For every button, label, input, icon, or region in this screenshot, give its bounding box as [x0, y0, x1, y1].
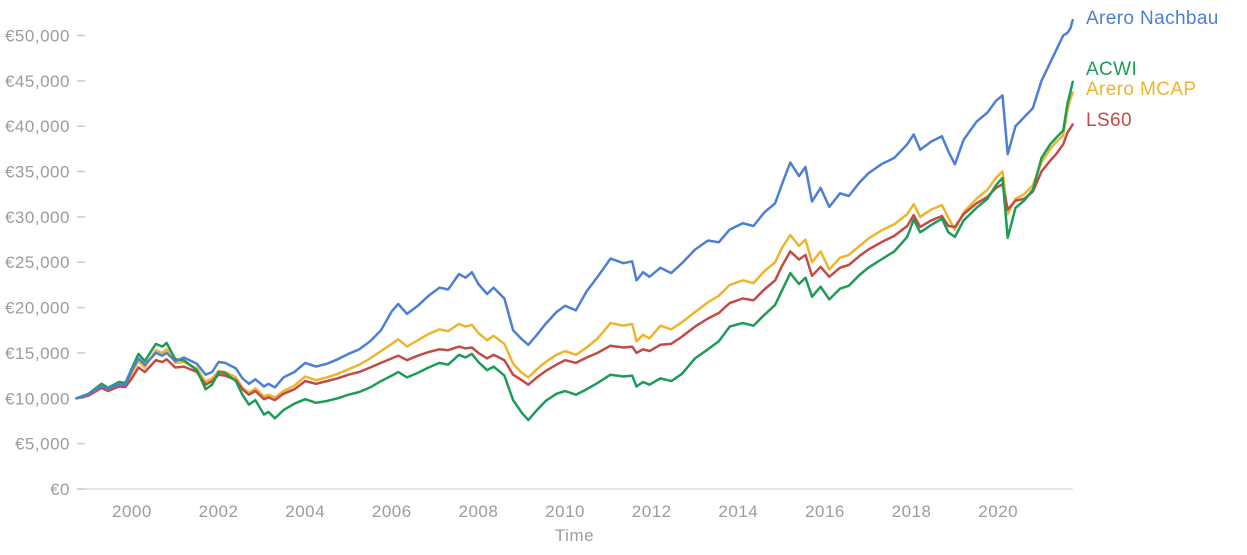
y-axis-tick-label: €45,000 [5, 72, 70, 91]
x-axis-tick-label: 2004 [285, 502, 325, 521]
x-axis-tick-label: 2020 [978, 502, 1018, 521]
x-axis-tick-label: 2006 [372, 502, 412, 521]
x-axis-tick-label: 2000 [112, 502, 152, 521]
legend-label-acwi: ACWI [1086, 59, 1138, 80]
y-axis-tick-label: €5,000 [15, 435, 70, 454]
y-axis-tick-label: €20,000 [5, 299, 70, 318]
legend-label-arero-nachbau: Arero Nachbau [1086, 8, 1219, 29]
y-axis-tick-label: €25,000 [5, 253, 70, 272]
series-line-ls60 [75, 123, 1074, 402]
y-axis-tick-label: €15,000 [5, 344, 70, 363]
y-axis-tick-label: €30,000 [5, 208, 70, 227]
y-axis-tick-label: €10,000 [5, 389, 70, 408]
x-axis-tick-label: 2018 [892, 502, 932, 521]
series-line-arero-nachbau [75, 18, 1074, 400]
y-axis-tick-label: €50,000 [5, 26, 70, 45]
x-axis-tick-label: 2012 [632, 502, 672, 521]
x-axis-tick-label: 2008 [459, 502, 499, 521]
x-axis-tick-label: 2014 [718, 502, 758, 521]
x-axis-tick-label: 2002 [199, 502, 239, 521]
y-axis-tick-label: €40,000 [5, 117, 70, 136]
x-axis-title: Time [554, 526, 595, 545]
y-axis-tick-label: €35,000 [5, 163, 70, 182]
y-axis-tick-label: €0 [50, 480, 70, 499]
x-axis-tick-label: 2010 [545, 502, 585, 521]
series-line-acwi [75, 80, 1074, 422]
series-line-arero-mcap [75, 91, 1074, 400]
legend-label-ls60: LS60 [1086, 110, 1132, 131]
x-axis-tick-label: 2016 [805, 502, 845, 521]
legend-label-arero-mcap: Arero MCAP [1086, 79, 1197, 100]
